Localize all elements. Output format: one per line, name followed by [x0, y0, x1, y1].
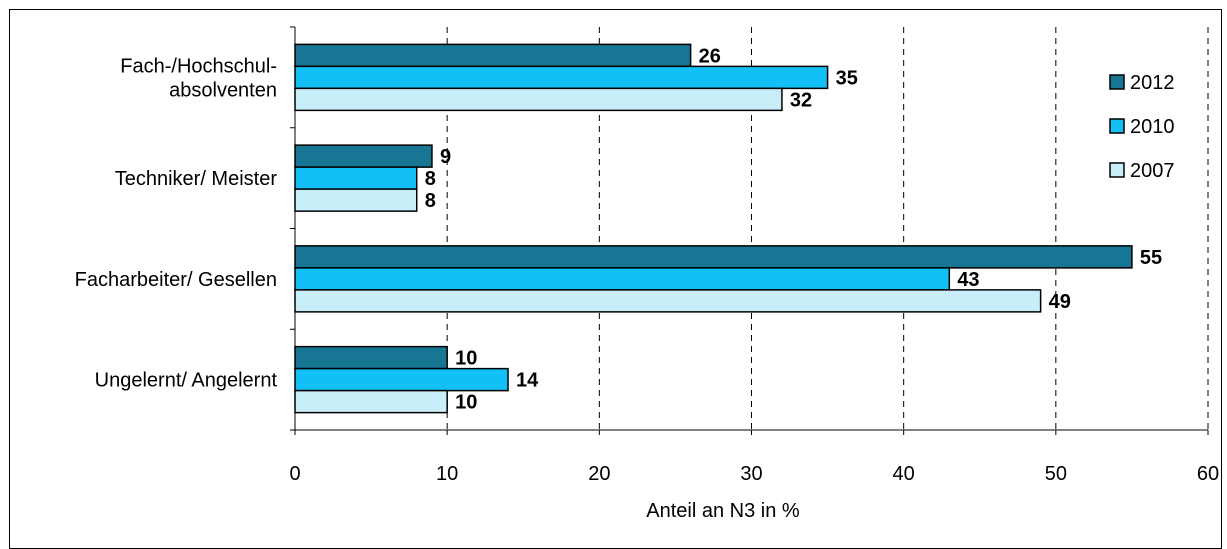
category-label: Ungelernt/ Angelernt	[95, 370, 278, 392]
bar-2010	[294, 65, 829, 90]
labels: 0 10 20 30 40 50 60 26 35 32 Fach-/Hochschul-absol…	[75, 45, 1219, 485]
data-label: 43	[957, 269, 979, 291]
data-label: 35	[836, 67, 858, 89]
bar-2010	[294, 367, 509, 392]
bar-2010	[294, 267, 951, 291]
bar-2012	[294, 345, 448, 370]
x-axis-title: Anteil an N3 in %	[646, 500, 800, 522]
data-label: 49	[1049, 291, 1071, 313]
x-tick-label: 40	[893, 463, 915, 485]
bar-2012	[294, 43, 692, 68]
bars	[294, 43, 1133, 414]
x-tick-label: 20	[588, 463, 610, 485]
category-label: Techniker/ Meister	[115, 168, 278, 190]
bar-2007	[294, 289, 1042, 313]
data-label: 8	[425, 168, 436, 190]
legend-label: 2012	[1130, 72, 1175, 94]
legend-swatch-2007	[1109, 162, 1125, 178]
data-label: 10	[455, 348, 477, 370]
legend-swatch-2012	[1109, 74, 1125, 90]
category-label: Facharbeiter/ Gesellen	[75, 269, 277, 291]
data-label: 10	[455, 392, 477, 414]
data-label: 8	[425, 190, 436, 212]
legend-label: 2010	[1130, 116, 1175, 138]
bar-2007	[294, 389, 448, 414]
legend-swatch-2010	[1109, 118, 1125, 134]
axes	[290, 26, 1209, 435]
bar-2010	[294, 166, 418, 190]
data-label: 55	[1140, 247, 1162, 269]
x-tick-label: 10	[436, 463, 458, 485]
data-label: 14	[516, 370, 539, 392]
data-label: 9	[440, 146, 451, 168]
bar-2012	[294, 144, 433, 168]
bar-2007	[294, 87, 783, 112]
x-tick-label: 30	[740, 463, 762, 485]
legend-label: 2007	[1130, 160, 1175, 182]
bar-chart: 0 10 20 30 40 50 60 26 35 32 Fach-/Hochschul-absol…	[75, 26, 1219, 522]
data-label: 32	[790, 89, 812, 111]
x-tick-label: 60	[1197, 463, 1219, 485]
category-label: Fach-/Hochschul-	[120, 55, 277, 77]
x-tick-label: 0	[289, 463, 300, 485]
legend: 2012 2010 2007	[1109, 72, 1175, 182]
bar-2012	[294, 245, 1133, 269]
x-tick-label: 50	[1045, 463, 1067, 485]
category-label: absolventen	[169, 79, 277, 101]
data-label: 26	[699, 45, 721, 67]
bar-2007	[294, 188, 418, 212]
